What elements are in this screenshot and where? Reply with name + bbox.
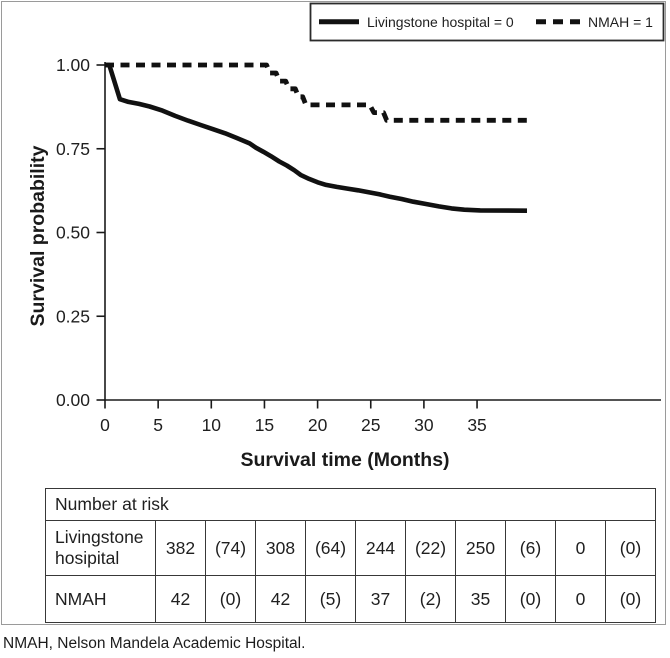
risk-cell: (5)	[305, 575, 356, 623]
survival-curves	[105, 62, 528, 213]
y-axis-title: Survival probability	[27, 145, 49, 326]
risk-cell: 42	[255, 575, 306, 623]
risk-cell: (0)	[505, 575, 556, 623]
table-row: Livingstone hosipital 382 (74) 308 (64) …	[45, 520, 656, 576]
x-tick-label: 15	[255, 415, 274, 435]
x-tick-label: 10	[202, 415, 222, 435]
risk-cell: (22)	[405, 520, 456, 576]
risk-table-title: Number at risk	[45, 488, 656, 521]
risk-cell: (0)	[605, 575, 656, 623]
legend-box	[309, 2, 665, 42]
risk-cell: 42	[155, 575, 206, 623]
risk-cell: (74)	[205, 520, 256, 576]
risk-cell: 244	[355, 520, 406, 576]
legend: Livingstone hospital = 0 NMAH = 1	[309, 2, 665, 42]
y-tick-label: 0.00	[56, 390, 90, 410]
x-tick-label: 25	[361, 415, 380, 435]
x-tick-label: 5	[153, 415, 163, 435]
y-tick-label: 0.75	[56, 139, 90, 159]
risk-row-label-livingstone: Livingstone hosipital	[45, 520, 156, 576]
risk-cell: 0	[555, 520, 606, 576]
x-tick-label: 20	[308, 415, 328, 435]
risk-cell: 308	[255, 520, 306, 576]
legend-label-nmah: NMAH = 1	[588, 14, 653, 30]
risk-cell: (6)	[505, 520, 556, 576]
number-at-risk-table: Number at risk Livingstone hosipital 382…	[45, 488, 656, 623]
curve-livingstone	[105, 62, 528, 213]
legend-label-livingstone: Livingstone hospital = 0	[367, 14, 514, 30]
risk-cell: 382	[155, 520, 206, 576]
axes	[104, 62, 661, 401]
y-tick-label: 0.25	[56, 306, 90, 326]
risk-cell: (0)	[605, 520, 656, 576]
footnote: NMAH, Nelson Mandela Academic Hospital.	[3, 635, 306, 652]
risk-cell: 0	[555, 575, 606, 623]
risk-cell: (2)	[405, 575, 456, 623]
risk-cell: (64)	[305, 520, 356, 576]
x-tick-label: 30	[414, 415, 434, 435]
x-axis-title: Survival time (Months)	[240, 449, 449, 471]
risk-cell: 250	[455, 520, 506, 576]
tick-marks: 0 5 10 15 20 25 30 35 0.00 0.25 0.50 0.75 1.00	[56, 55, 487, 435]
km-survival-chart: 0 5 10 15 20 25 30 35 0.00 0.25 0.50 0.75 1.00 Survi…	[27, 2, 665, 471]
x-tick-label: 0	[100, 415, 110, 435]
y-tick-label: 0.50	[56, 223, 90, 243]
y-tick-label: 1.00	[56, 55, 90, 75]
risk-cell: 37	[355, 575, 406, 623]
x-tick-label: 35	[467, 415, 486, 435]
curve-nmah	[105, 62, 527, 123]
risk-cell: (0)	[205, 575, 256, 623]
risk-cell: 35	[455, 575, 506, 623]
table-row: NMAH 42 (0) 42 (5) 37 (2) 35 (0) 0 (0)	[45, 575, 656, 623]
risk-row-label-nmah: NMAH	[45, 575, 156, 623]
